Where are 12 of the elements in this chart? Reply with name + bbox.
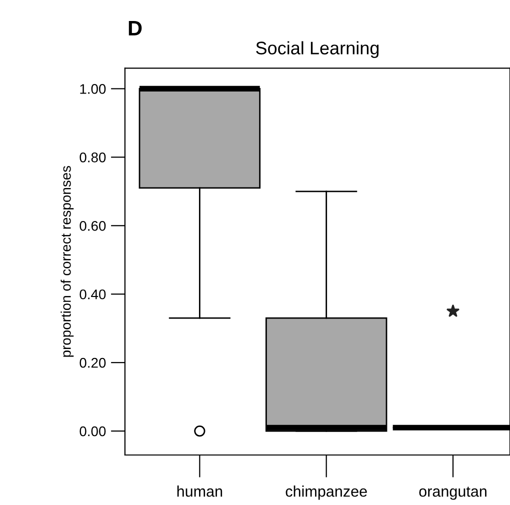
text: D [128, 21, 142, 36]
y-tick-label: 0.80 [80, 152, 106, 162]
y-tick-label: 0.00 [80, 426, 106, 436]
y-tick-label: 1.00 [80, 84, 106, 94]
chart-title: Social Learning [256, 41, 379, 58]
y-tick-label: 0.60 [80, 220, 106, 231]
x-tick-label: chimpanzee [286, 486, 367, 500]
x-tick-label: orangutan [419, 486, 486, 500]
x-tick-label: human [177, 486, 222, 497]
y-tick-label: 0.40 [80, 289, 106, 300]
y-tick-label: 0.20 [80, 358, 106, 368]
y-axis-title: proportion of correct responses [60, 166, 74, 357]
